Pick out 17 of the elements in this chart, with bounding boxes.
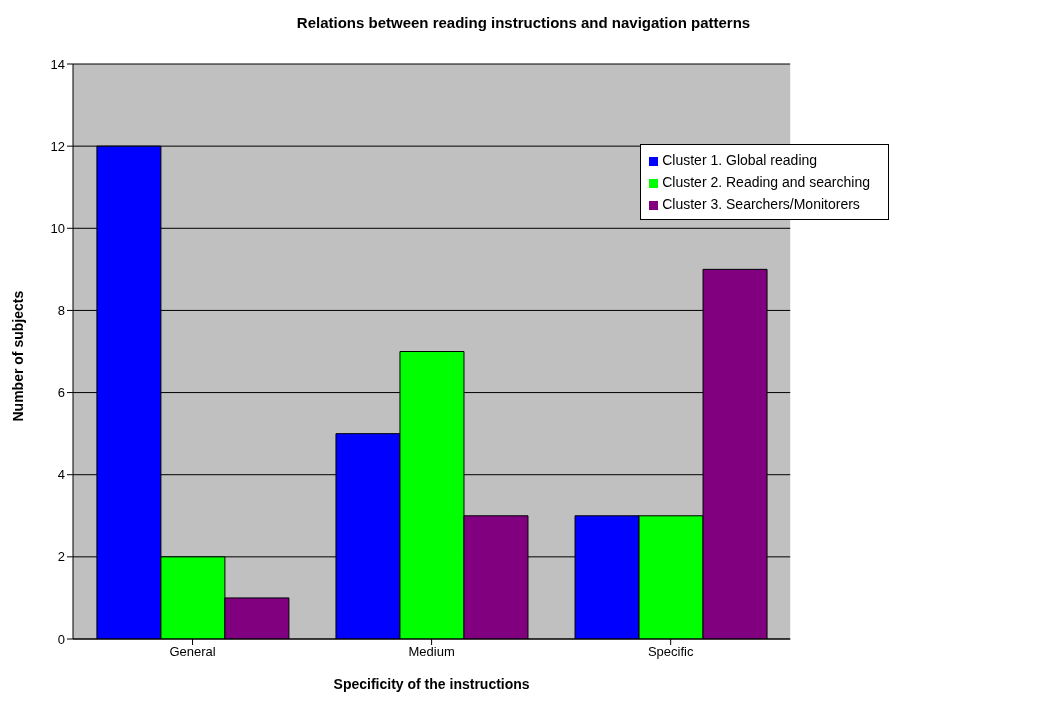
legend-label: Cluster 1. Global reading <box>662 152 818 168</box>
chart-title: Relations between reading instructions and navigation patterns <box>295 14 752 33</box>
y-tick-label: 0 <box>57 631 65 647</box>
y-tick-label: 6 <box>57 385 65 401</box>
y-tick-label: 8 <box>57 303 65 319</box>
y-tick-label: 4 <box>57 467 65 483</box>
x-tick-label: Medium <box>408 644 455 660</box>
legend-label: Cluster 3. Searchers/Monitorers <box>662 196 860 212</box>
legend-label: Cluster 2. Reading and searching <box>662 174 870 190</box>
x-axis-title: Specificity of the instructions <box>333 676 530 692</box>
y-tick-label: 12 <box>50 138 65 154</box>
y-tick-label: 2 <box>57 549 65 565</box>
y-tick-label: 10 <box>50 220 65 236</box>
y-axis-title: Number of subjects <box>9 290 26 422</box>
y-tick-label: 14 <box>50 56 65 72</box>
x-tick-label: General <box>169 644 216 660</box>
x-tick-label: Specific <box>647 644 694 660</box>
